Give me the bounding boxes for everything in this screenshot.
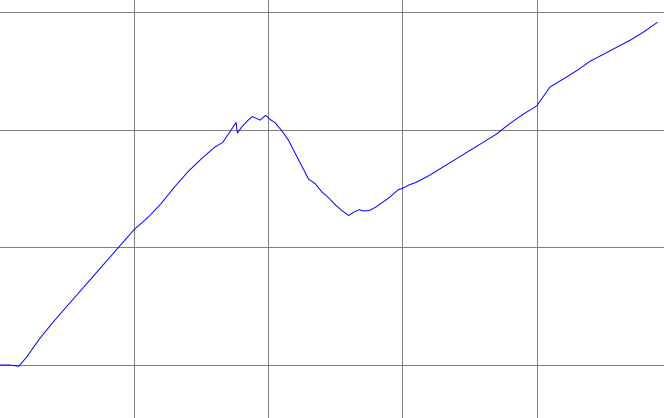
series-line-1 [0,21,658,367]
horizontal-gridlines [0,12,664,366]
series-group [0,21,658,367]
vertical-gridlines [134,0,538,418]
